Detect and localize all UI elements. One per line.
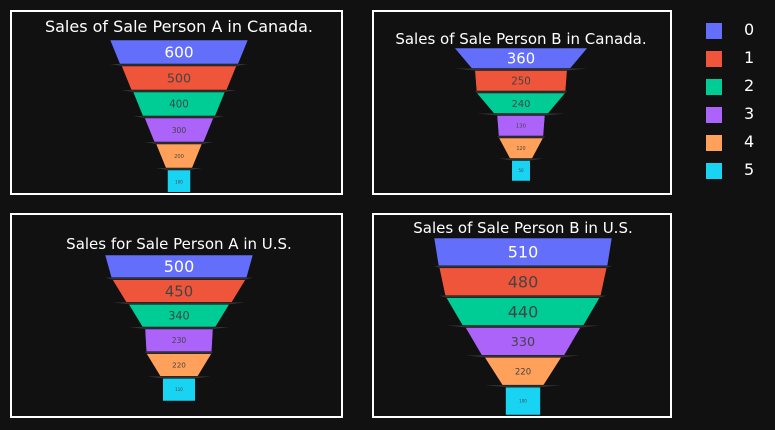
chart-title: Sales of Sale Person A in Canada. xyxy=(45,17,313,36)
funnel-segment-5[interactable] xyxy=(511,160,531,182)
legend-label-0: 0 xyxy=(744,20,755,39)
funnel-value-label-1: 250 xyxy=(511,75,531,87)
funnel-value-label-2: 340 xyxy=(168,310,189,323)
funnel-connector-4 xyxy=(484,385,562,388)
funnel-segment-1[interactable] xyxy=(474,70,568,92)
funnel-segment-3[interactable] xyxy=(464,327,582,356)
funnel-segment-1[interactable] xyxy=(121,65,237,91)
funnel-segment-0[interactable] xyxy=(433,237,613,267)
funnel-value-label-0: 360 xyxy=(507,51,535,68)
funnel-connector-1 xyxy=(121,90,237,92)
funnel-segment-4[interactable] xyxy=(484,357,562,386)
funnel-connector-2 xyxy=(133,116,225,118)
funnel-value-label-4: 220 xyxy=(515,367,531,377)
funnel-value-label-5: 100 xyxy=(175,179,183,184)
chart-title: Sales of Sale Person B in U.S. xyxy=(413,219,633,237)
funnel-connector-0 xyxy=(434,265,612,268)
legend-swatch-5 xyxy=(706,163,722,179)
funnel-panel-b-us: Sales of Sale Person B in U.S. 510 480 440 3… xyxy=(372,213,672,418)
funnel-chart-b-us: Sales of Sale Person B in U.S. 510 480 440 3… xyxy=(413,219,633,415)
funnel-value-label-0: 600 xyxy=(164,44,193,62)
funnel-connector-0 xyxy=(105,277,253,280)
funnel-connector-3 xyxy=(144,351,214,354)
funnel-value-label-3: 130 xyxy=(516,124,527,130)
legend-label-2: 2 xyxy=(744,76,755,95)
legend-swatch-1 xyxy=(706,51,722,67)
funnel-segment-2[interactable] xyxy=(476,92,566,114)
funnel-value-label-1: 450 xyxy=(165,283,193,300)
legend-swatch-3 xyxy=(706,107,722,123)
funnel-connector-2 xyxy=(476,113,566,116)
funnel-connector-4 xyxy=(498,158,544,161)
legend-item-1[interactable]: 1 xyxy=(700,48,770,70)
funnel-chart-a-us: Sales for Sale Person A in U.S. 500 450 340… xyxy=(66,235,292,402)
funnel-segment-4[interactable] xyxy=(145,353,213,377)
funnel-connector-1 xyxy=(474,91,568,93)
funnel-segment-3[interactable] xyxy=(496,115,546,137)
legend-swatch-2 xyxy=(706,79,722,95)
funnel-value-label-1: 480 xyxy=(508,273,539,292)
funnel-connector-3 xyxy=(144,142,214,144)
funnel-value-label-2: 440 xyxy=(508,302,539,321)
legend-item-3[interactable]: 3 xyxy=(700,104,770,126)
funnel-connector-4 xyxy=(156,168,202,170)
funnel-segment-4[interactable] xyxy=(155,143,203,169)
funnel-value-label-4: 220 xyxy=(172,361,186,370)
funnel-value-label-3: 300 xyxy=(172,126,187,135)
funnel-segment-0[interactable] xyxy=(109,39,249,65)
funnel-segment-1[interactable] xyxy=(111,279,247,303)
legend-label-3: 3 xyxy=(744,104,755,123)
funnel-segment-5[interactable] xyxy=(505,386,541,415)
funnel-panel-a-canada: Sales of Sale Person A in Canada. 600 500 4… xyxy=(10,10,343,195)
funnel-segment-2[interactable] xyxy=(445,297,601,326)
funnel-segment-3[interactable] xyxy=(144,328,214,352)
funnel-value-label-0: 510 xyxy=(508,243,539,262)
funnel-segment-0[interactable] xyxy=(453,47,589,69)
funnel-panel-b-canada: Sales of Sale Person B in Canada. 360 250 2… xyxy=(372,10,672,195)
legend-swatch-0 xyxy=(706,23,722,39)
funnel-connector-0 xyxy=(110,64,248,66)
funnel-value-label-3: 230 xyxy=(172,336,187,345)
legend-item-4[interactable]: 4 xyxy=(700,132,770,154)
funnel-value-label-5: 100 xyxy=(519,399,527,404)
funnel-segment-1[interactable] xyxy=(438,267,608,296)
legend-label-4: 4 xyxy=(744,132,755,151)
funnel-value-label-4: 200 xyxy=(174,154,184,160)
funnel-value-label-5: 110 xyxy=(175,387,183,392)
funnel-segment-5[interactable] xyxy=(162,378,196,402)
funnel-connector-2 xyxy=(446,325,600,328)
funnel-segment-3[interactable] xyxy=(144,117,214,143)
funnel-connector-1 xyxy=(439,295,607,298)
funnel-value-label-2: 400 xyxy=(169,100,189,111)
funnel-value-label-3: 330 xyxy=(511,335,535,350)
funnel-connector-2 xyxy=(128,327,230,329)
funnel-value-label-1: 500 xyxy=(167,72,191,87)
funnel-value-label-2: 240 xyxy=(512,99,531,110)
funnel-segment-2[interactable] xyxy=(128,304,230,328)
funnel-connector-3 xyxy=(496,136,546,138)
funnel-connector-4 xyxy=(146,376,212,379)
chart-title: Sales for Sale Person A in U.S. xyxy=(66,235,292,253)
legend-item-5[interactable]: 5 xyxy=(700,160,770,182)
funnel-value-label-0: 500 xyxy=(164,257,195,276)
funnel-segment-0[interactable] xyxy=(104,254,254,278)
legend-swatch-4 xyxy=(706,135,722,151)
legend-item-2[interactable]: 2 xyxy=(700,76,770,98)
funnel-chart-b-canada: Sales of Sale Person B in Canada. 360 250 2… xyxy=(395,30,647,182)
funnel-segment-4[interactable] xyxy=(498,137,544,159)
funnel-segment-5[interactable] xyxy=(167,169,191,192)
funnel-connector-3 xyxy=(465,355,581,358)
funnel-connector-0 xyxy=(454,68,588,71)
chart-title: Sales of Sale Person B in Canada. xyxy=(395,30,646,48)
funnel-chart-a-canada: Sales of Sale Person A in Canada. 600 500 4… xyxy=(45,17,313,192)
funnel-panel-a-us: Sales for Sale Person A in U.S. 500 450 340… xyxy=(10,213,343,418)
funnel-value-label-4: 120 xyxy=(516,146,525,152)
funnel-value-label-5: 50 xyxy=(518,168,524,173)
funnel-segment-2[interactable] xyxy=(132,91,226,117)
legend-label-1: 1 xyxy=(744,48,755,67)
legend-label-5: 5 xyxy=(744,160,755,179)
legend-item-0[interactable]: 0 xyxy=(700,20,770,42)
funnel-connector-1 xyxy=(112,302,246,305)
